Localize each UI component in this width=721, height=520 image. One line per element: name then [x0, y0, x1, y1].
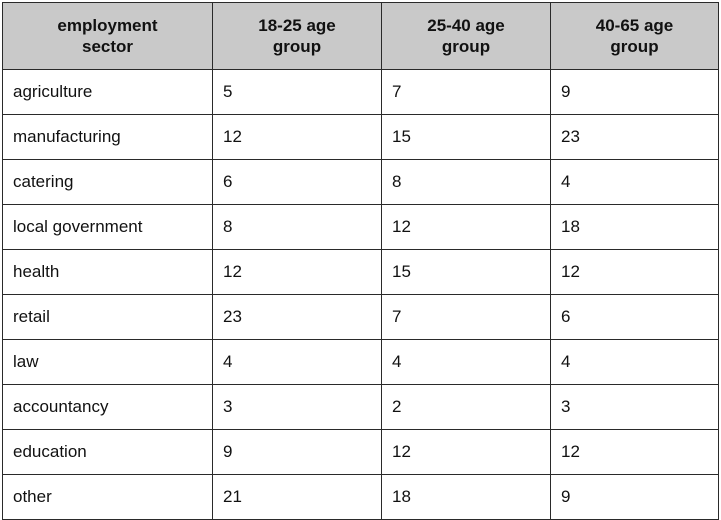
sector-cell: accountancy	[2, 384, 213, 430]
value-cell: 3	[550, 384, 719, 430]
value-cell: 15	[381, 249, 551, 295]
header-line: employment	[57, 16, 158, 35]
table-row: retail 23 7 6	[2, 294, 719, 340]
value-cell: 18	[381, 474, 551, 520]
header-line: 40-65 age	[595, 16, 674, 35]
sector-cell: retail	[2, 294, 213, 340]
table-row: law 4 4 4	[2, 339, 719, 385]
value-cell: 8	[381, 159, 551, 205]
value-cell: 12	[212, 114, 382, 160]
table-row: manufacturing 12 15 23	[2, 114, 719, 160]
table-row: catering 6 8 4	[2, 159, 719, 205]
sector-cell: health	[2, 249, 213, 295]
sector-cell: law	[2, 339, 213, 385]
value-cell: 5	[212, 69, 382, 115]
value-cell: 21	[212, 474, 382, 520]
value-cell: 2	[381, 384, 551, 430]
header-line: group	[610, 37, 659, 56]
header-row: employment sector 18-25 age group 25-40 …	[2, 2, 719, 70]
value-cell: 12	[550, 249, 719, 295]
value-cell: 12	[381, 429, 551, 475]
value-cell: 4	[550, 339, 719, 385]
value-cell: 12	[550, 429, 719, 475]
sector-cell: manufacturing	[2, 114, 213, 160]
header-line: group	[272, 37, 322, 56]
table-row: accountancy 3 2 3	[2, 384, 719, 430]
value-cell: 12	[381, 204, 551, 250]
value-cell: 15	[381, 114, 551, 160]
value-cell: 4	[550, 159, 719, 205]
sector-cell: agriculture	[2, 69, 213, 115]
header-line: 18-25 age	[258, 16, 336, 35]
header-18-25-age-group: 18-25 age group	[212, 2, 382, 70]
sector-cell: other	[2, 474, 213, 520]
table-row: health 12 15 12	[2, 249, 719, 295]
header-employment-sector: employment sector	[2, 2, 213, 70]
table-row: other 21 18 9	[2, 474, 719, 520]
value-cell: 4	[381, 339, 551, 385]
value-cell: 23	[212, 294, 382, 340]
header-line: sector	[81, 37, 134, 56]
value-cell: 4	[212, 339, 382, 385]
value-cell: 9	[550, 474, 719, 520]
value-cell: 23	[550, 114, 719, 160]
header-line: group	[441, 37, 491, 56]
value-cell: 7	[381, 69, 551, 115]
header-line: 25-40 age	[427, 16, 505, 35]
value-cell: 9	[212, 429, 382, 475]
table-row: education 9 12 12	[2, 429, 719, 475]
value-cell: 6	[212, 159, 382, 205]
value-cell: 12	[212, 249, 382, 295]
header-40-65-age-group: 40-65 age group	[550, 2, 719, 70]
value-cell: 6	[550, 294, 719, 340]
sector-cell: catering	[2, 159, 213, 205]
value-cell: 8	[212, 204, 382, 250]
value-cell: 7	[381, 294, 551, 340]
table-body: agriculture 5 7 9 manufacturing 12 15 23 caterin…	[2, 69, 719, 520]
header-25-40-age-group: 25-40 age group	[381, 2, 551, 70]
table-row: agriculture 5 7 9	[2, 69, 719, 115]
value-cell: 3	[212, 384, 382, 430]
value-cell: 9	[550, 69, 719, 115]
value-cell: 18	[550, 204, 719, 250]
sector-cell: education	[2, 429, 213, 475]
sector-cell: local government	[2, 204, 213, 250]
table-row: local government 8 12 18	[2, 204, 719, 250]
